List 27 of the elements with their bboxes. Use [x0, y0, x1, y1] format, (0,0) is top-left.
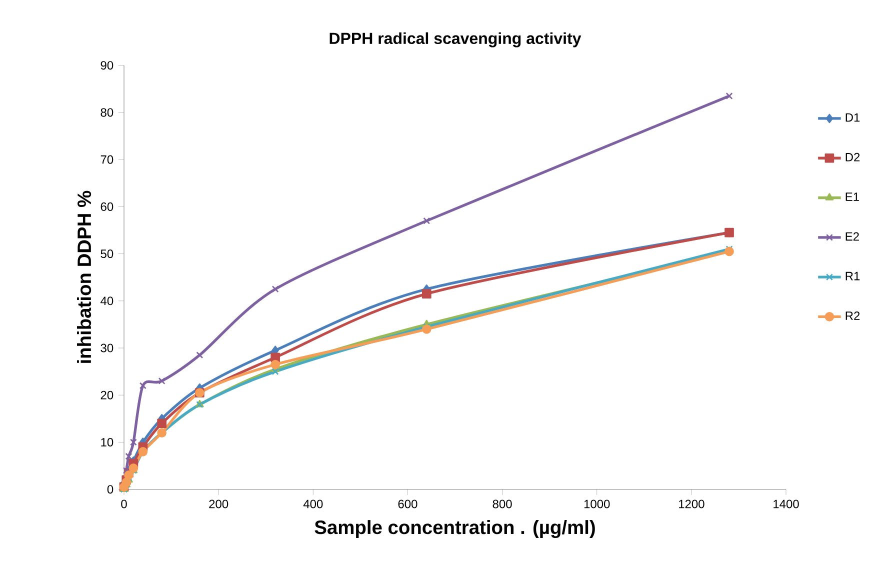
x-tick-label: 0	[121, 500, 127, 508]
y-tick-label: 0	[107, 485, 114, 494]
x-tick-label: 1400	[774, 500, 799, 508]
legend-label: E1	[846, 192, 859, 201]
legend-label: D2	[846, 152, 860, 162]
y-tick-label: 60	[100, 202, 114, 211]
y-tick-label: 20	[100, 390, 114, 400]
y-tick-label: 70	[100, 155, 114, 164]
legend-label: R1	[846, 272, 860, 280]
legend-label: D1	[846, 113, 860, 122]
chart-title: DPPH radical scavenging activity	[330, 32, 582, 48]
x-tick-label: 1000	[584, 500, 610, 508]
y-axis-title: inhibation DDPH %	[77, 190, 92, 363]
x-tick-label: 400	[303, 500, 323, 508]
y-tick-label: 80	[100, 108, 114, 117]
y-tick-label: 40	[100, 296, 114, 306]
x-tick-label: 200	[209, 500, 228, 508]
x-tick-label: 600	[398, 500, 418, 508]
x-axis-title: Sample concentration . (µg/ml)	[314, 520, 595, 538]
y-tick-label: 10	[101, 438, 114, 446]
x-tick-label: 800	[492, 500, 512, 508]
x-tick-label: 1200	[679, 500, 704, 508]
legend-label: R2	[846, 312, 860, 320]
y-tick-label: 30	[100, 344, 114, 352]
legend-label: E2	[846, 232, 859, 241]
y-tick-label: 50	[100, 250, 114, 258]
y-tick-label: 90	[100, 61, 114, 70]
